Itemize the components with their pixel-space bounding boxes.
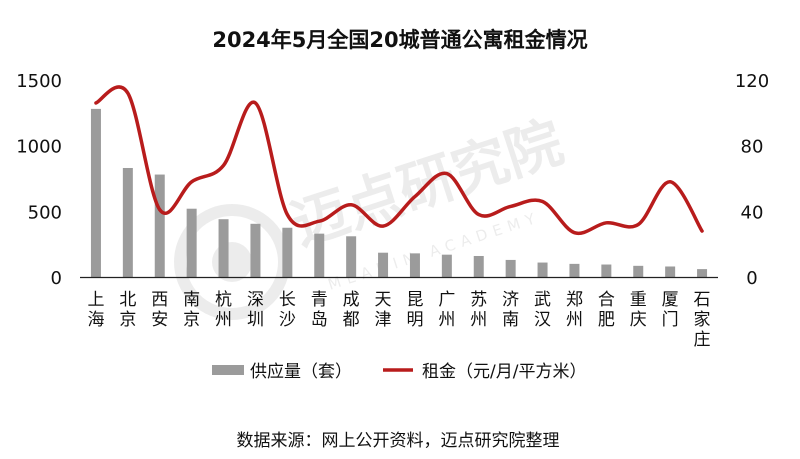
- bar-supply: [505, 259, 516, 277]
- source-note: 数据来源：网上公开资料，迈点研究院整理: [237, 431, 560, 451]
- legend-label-rent: 租金（元/月/平方米）: [422, 362, 586, 382]
- watermark-logo-center: [212, 242, 252, 282]
- y-right-tick-label: 40: [741, 202, 764, 223]
- y-left-tick-label: 0: [51, 268, 62, 289]
- bar-supply: [601, 264, 612, 277]
- x-tick-label: 广州: [438, 290, 455, 330]
- legend-swatch-supply: [212, 365, 244, 375]
- x-tick-label: 成都: [343, 290, 360, 330]
- bar-supply: [122, 167, 133, 277]
- bar-supply: [665, 266, 676, 277]
- y-left-tick-label: 1500: [16, 71, 62, 92]
- x-tick-label: 上海: [87, 290, 104, 330]
- x-tick-label: 石家庄: [694, 290, 711, 350]
- bar-supply: [282, 227, 293, 277]
- x-tick-label: 昆明: [406, 290, 423, 330]
- legend: 供应量（套） 租金（元/月/平方米）: [212, 362, 586, 382]
- bar-supply: [186, 208, 197, 277]
- x-tick-label: 青岛: [311, 290, 328, 330]
- y-right-tick-label: 80: [741, 137, 764, 158]
- x-tick-label: 济南: [502, 290, 519, 330]
- bar-supply: [473, 255, 484, 277]
- x-tick-label: 北京: [119, 290, 136, 330]
- bar-supply: [250, 223, 261, 277]
- x-tick-label: 长沙: [279, 290, 296, 330]
- y-left-tick-label: 500: [28, 202, 62, 223]
- x-tick-label: 杭州: [215, 290, 232, 330]
- bar-supply: [537, 262, 548, 277]
- x-tick-label: 天津: [375, 290, 392, 330]
- bar-supply: [154, 174, 165, 277]
- line-rent: [94, 85, 704, 236]
- bar-supply: [409, 253, 420, 277]
- bar-supply: [697, 269, 708, 277]
- x-tick-label: 郑州: [566, 290, 583, 330]
- bar-supply: [378, 252, 389, 277]
- bar-supply: [218, 219, 229, 277]
- bar-supply: [346, 236, 357, 277]
- x-tick-label: 厦门: [662, 290, 679, 330]
- chart-title: 2024年5月全国20城普通公寓租金情况: [212, 28, 587, 52]
- y-left-tick-label: 1000: [16, 137, 62, 158]
- bar-supply: [633, 265, 644, 277]
- x-tick-label: 苏州: [470, 290, 487, 330]
- bar-supply: [441, 254, 452, 277]
- bar-supply: [314, 233, 325, 277]
- bar-supply: [569, 263, 580, 277]
- bar-supply: [90, 108, 101, 277]
- x-tick-label: 深圳: [247, 290, 264, 330]
- y-right-tick-label: 120: [735, 71, 769, 92]
- x-tick-label: 重庆: [630, 290, 647, 330]
- legend-label-supply: 供应量（套）: [250, 362, 352, 382]
- x-tick-label: 西安: [151, 290, 168, 330]
- x-tick-label: 南京: [183, 290, 200, 330]
- y-right-tick-label: 0: [746, 268, 757, 289]
- x-tick-label: 合肥: [598, 290, 615, 330]
- x-tick-label: 武汉: [534, 290, 551, 330]
